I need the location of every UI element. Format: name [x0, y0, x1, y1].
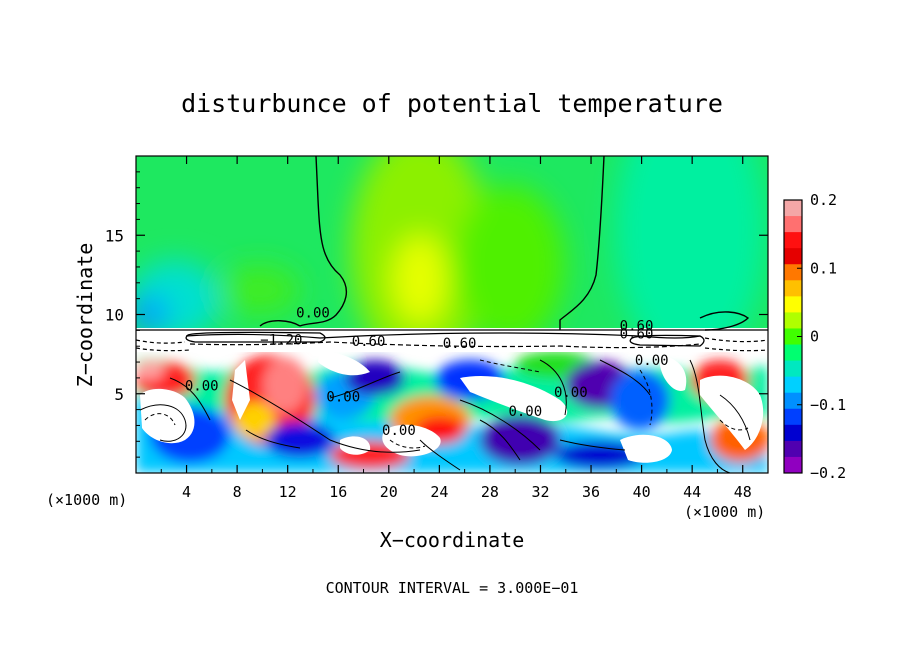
- contour-label: 0.00: [382, 423, 416, 439]
- heatmap-field: [136, 156, 768, 473]
- y-axis-label: Z−coordinate: [73, 243, 97, 388]
- x-tick-label: 12: [279, 483, 297, 501]
- colorbar-swatch: [784, 424, 802, 442]
- contour-label: 0.00: [508, 404, 542, 420]
- colorbar-swatch: [784, 280, 802, 297]
- colorbar-swatch: [784, 360, 802, 378]
- colorbar-swatch: [784, 456, 802, 474]
- colorbar-tick-label: −0.2: [810, 464, 846, 482]
- x-tick-label: 8: [233, 483, 242, 501]
- x-axis-label: X−coordinate: [380, 528, 525, 552]
- contour-label: −1.20: [260, 333, 302, 349]
- colorbar-tick-label: 0: [810, 328, 819, 346]
- chart-title: disturbunce of potential temperature: [181, 89, 723, 118]
- y-tick-label: 5: [114, 385, 124, 404]
- x-axis: 4 8 12 16 20 24 28 32 36 40 44 48: [160, 156, 752, 501]
- y-axis: 5 10 15: [105, 171, 768, 458]
- x-unit-right: (×1000 m): [684, 503, 765, 521]
- colorbar-swatch: [784, 408, 802, 426]
- colorbar-swatch: [784, 216, 802, 233]
- x-tick-label: 32: [531, 483, 549, 501]
- colorbar-swatch: [784, 440, 802, 458]
- colorbar-swatch: [784, 376, 802, 394]
- footnote-contour-interval: CONTOUR INTERVAL = 3.000E−01: [326, 579, 579, 597]
- y-tick-label: 15: [105, 226, 124, 245]
- colorbar-swatch: [784, 392, 802, 410]
- y-tick-label: 10: [105, 306, 124, 325]
- colorbar-swatch: [784, 232, 802, 249]
- colorbar-swatch: [784, 200, 802, 217]
- x-tick-label: 4: [182, 483, 191, 501]
- contour-label: 0.00: [326, 390, 360, 406]
- x-tick-label: 48: [734, 483, 752, 501]
- x-unit-left: (×1000 m): [46, 491, 127, 509]
- colorbar-tick-label: 0.1: [810, 259, 837, 277]
- colorbar-swatch: [784, 296, 802, 313]
- contour-label: 0.60: [443, 336, 477, 352]
- colorbar-swatch: [784, 344, 802, 362]
- colorbar-swatch: [784, 264, 802, 281]
- contour-label: 0.00: [554, 385, 588, 401]
- colorbar: 0.2 0.1 0 −0.1 −0.2: [783, 191, 846, 482]
- x-tick-label: 36: [582, 483, 600, 501]
- x-tick-label: 28: [481, 483, 499, 501]
- colorbar-tick-label: 0.2: [810, 191, 837, 209]
- contour-labels: 0.00−1.20 0.600.600.600.600.000.00 0.000.0…: [185, 306, 669, 439]
- contour-label: 0.60: [352, 334, 386, 350]
- contour-label: 0.00: [635, 353, 669, 369]
- contour-label: 0.60: [620, 326, 654, 342]
- contour-label: 0.60: [620, 318, 654, 334]
- contour-label: 0.00: [296, 306, 330, 322]
- x-tick-label: 24: [430, 483, 448, 501]
- colorbar-tick-label: −0.1: [810, 396, 846, 414]
- x-tick-label: 16: [329, 483, 347, 501]
- contour-label: 0.00: [185, 379, 219, 395]
- x-tick-label: 20: [380, 483, 398, 501]
- x-tick-label: 44: [683, 483, 701, 501]
- x-tick-label: 40: [633, 483, 651, 501]
- colorbar-swatch: [784, 328, 802, 346]
- colorbar-swatch: [784, 312, 802, 329]
- colorbar-swatch: [784, 248, 802, 265]
